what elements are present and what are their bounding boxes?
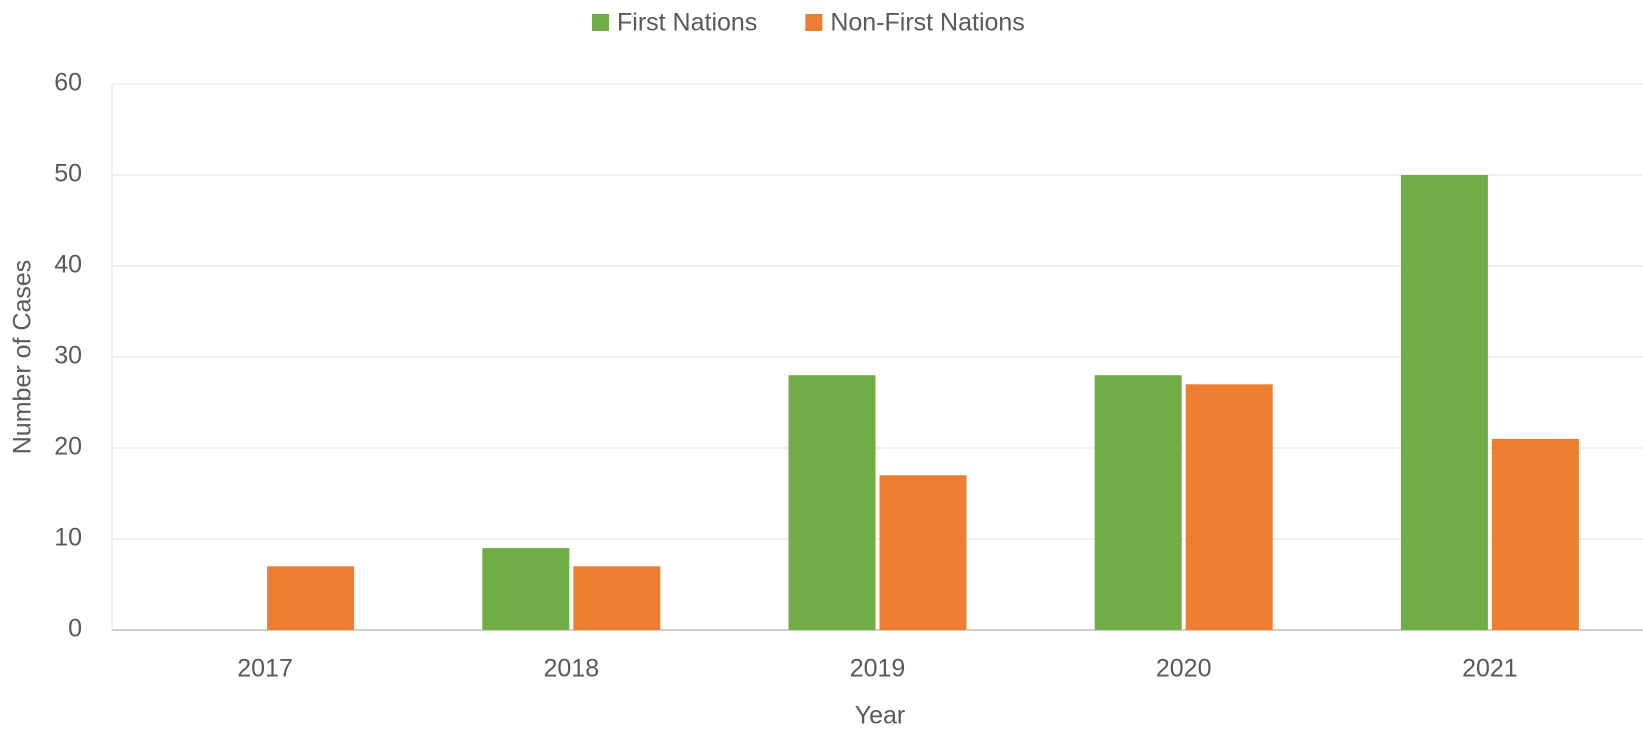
y-tick-label: 40 (54, 251, 82, 279)
legend-swatch (805, 14, 823, 31)
x-tick-label: 2018 (543, 655, 599, 683)
y-tick-label: 20 (54, 433, 82, 461)
bar (573, 566, 661, 630)
bar (1400, 175, 1488, 630)
bar (1185, 384, 1273, 630)
legend-swatch (592, 14, 609, 31)
bar (879, 475, 967, 630)
bar (1491, 438, 1579, 630)
bar (482, 548, 570, 630)
bar (788, 375, 876, 630)
bar (1094, 375, 1182, 630)
legend-label: First Nations (617, 9, 757, 37)
x-tick-label: 2017 (237, 655, 293, 683)
legend-label: Non-First Nations (830, 9, 1025, 37)
y-tick-label: 0 (68, 615, 82, 643)
y-axis-title: Number of Cases (9, 260, 37, 455)
y-tick-label: 10 (54, 524, 82, 552)
bar (267, 566, 355, 630)
y-tick-label: 30 (54, 342, 82, 370)
x-tick-label: 2019 (850, 655, 906, 683)
y-tick-label: 50 (54, 160, 82, 188)
x-tick-label: 2020 (1156, 655, 1212, 683)
x-tick-label: 2021 (1462, 655, 1518, 683)
y-tick-label: 60 (54, 69, 82, 97)
x-axis-title: Year (855, 702, 906, 730)
